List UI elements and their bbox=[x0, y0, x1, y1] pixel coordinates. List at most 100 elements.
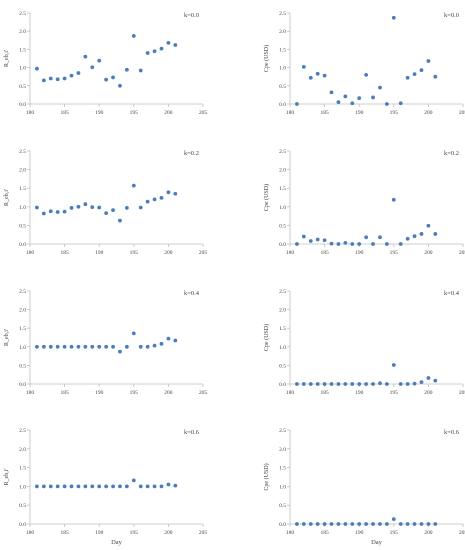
data-point bbox=[405, 75, 410, 80]
y-tick-label: 1.5 bbox=[19, 326, 26, 332]
k-annotation: k=0.6 bbox=[444, 429, 460, 436]
data-point bbox=[97, 58, 102, 63]
y-tick-label: 0.0 bbox=[279, 382, 286, 388]
y-tick-label: 0.0 bbox=[279, 522, 286, 528]
x-tick-label: 205 bbox=[459, 110, 465, 116]
y-tick-label: 0.5 bbox=[279, 363, 286, 369]
k-annotation: k=0.4 bbox=[184, 290, 200, 297]
data-point bbox=[412, 381, 417, 386]
data-point bbox=[76, 204, 81, 209]
x-tick-label: 205 bbox=[199, 530, 208, 536]
data-point bbox=[391, 197, 396, 202]
y-tick-label: 0.5 bbox=[19, 84, 26, 90]
data-point bbox=[111, 208, 115, 213]
data-point bbox=[104, 484, 109, 489]
data-point bbox=[62, 209, 67, 214]
x-tick-label: 195 bbox=[390, 390, 399, 396]
x-tick-label: 185 bbox=[60, 250, 69, 256]
data-point bbox=[97, 205, 102, 210]
y-tick-label: 2.0 bbox=[19, 308, 26, 314]
y-tick-label: 2.5 bbox=[279, 149, 286, 155]
y-axis-title: Cpe (USD) bbox=[263, 463, 270, 490]
data-point bbox=[336, 242, 341, 246]
y-tick-label: 1.0 bbox=[279, 484, 286, 490]
data-point bbox=[138, 68, 143, 73]
x-tick-label: 185 bbox=[320, 390, 329, 396]
y-axis-title: R_eb,i' bbox=[4, 469, 10, 486]
data-point bbox=[41, 484, 46, 489]
data-point bbox=[131, 478, 136, 483]
data-point bbox=[104, 344, 109, 349]
x-tick-label: 185 bbox=[320, 250, 329, 256]
x-tick-label: 205 bbox=[199, 390, 208, 396]
data-point bbox=[412, 72, 417, 77]
data-point bbox=[159, 341, 164, 346]
x-tick-label: 195 bbox=[130, 530, 139, 536]
x-tick-label: 180 bbox=[26, 250, 35, 256]
data-point bbox=[378, 235, 382, 240]
data-point bbox=[83, 202, 88, 207]
y-axis-title: R_eb,i' bbox=[4, 329, 10, 346]
data-point bbox=[378, 85, 382, 90]
data-point bbox=[55, 344, 60, 349]
x-tick-label: 200 bbox=[424, 390, 433, 396]
data-point bbox=[364, 522, 369, 526]
x-tick-label: 190 bbox=[95, 530, 104, 536]
data-point bbox=[173, 191, 178, 196]
data-point bbox=[426, 522, 431, 526]
k-annotation: k=0.4 bbox=[444, 290, 460, 297]
data-point bbox=[405, 382, 410, 386]
data-point bbox=[426, 376, 431, 380]
x-axis-title: Day bbox=[371, 539, 383, 546]
data-point bbox=[69, 484, 74, 489]
y-tick-label: 2.0 bbox=[279, 168, 286, 174]
data-point bbox=[159, 484, 164, 489]
data-point bbox=[62, 344, 67, 349]
data-point bbox=[111, 75, 115, 80]
data-point bbox=[336, 522, 341, 526]
y-tick-label: 2.0 bbox=[279, 29, 286, 35]
data-point bbox=[97, 344, 102, 349]
scatter-panel-2: 0.0 0.5 1.0 1.5 2.0 2.5 180 185 190 195 200 205 R_eb… bbox=[4, 149, 207, 256]
y-tick-label: 0.0 bbox=[19, 102, 26, 108]
k-annotation: k=0.0 bbox=[184, 12, 199, 19]
data-point bbox=[426, 223, 431, 228]
data-point bbox=[35, 66, 39, 71]
y-tick-label: 1.0 bbox=[279, 205, 286, 211]
data-point bbox=[152, 49, 157, 54]
data-point bbox=[118, 83, 122, 88]
data-point bbox=[41, 344, 46, 349]
data-point bbox=[48, 344, 53, 349]
data-point bbox=[55, 210, 60, 214]
x-tick-label: 205 bbox=[459, 530, 465, 536]
x-tick-label: 190 bbox=[355, 250, 364, 256]
data-point bbox=[145, 199, 150, 204]
data-point bbox=[378, 381, 382, 386]
data-point bbox=[426, 59, 431, 63]
k-annotation: k=0.0 bbox=[444, 12, 459, 19]
data-point bbox=[433, 522, 438, 526]
y-tick-label: 2.0 bbox=[19, 168, 26, 174]
data-point bbox=[322, 73, 327, 78]
y-tick-label: 2.5 bbox=[19, 149, 26, 155]
data-point bbox=[322, 522, 327, 526]
x-tick-label: 200 bbox=[424, 530, 433, 536]
data-point bbox=[152, 197, 157, 202]
data-point bbox=[41, 211, 46, 216]
data-point bbox=[118, 349, 122, 354]
data-point bbox=[90, 484, 95, 489]
x-tick-label: 180 bbox=[286, 250, 295, 256]
data-point bbox=[350, 101, 355, 106]
data-point bbox=[83, 484, 88, 489]
data-point bbox=[76, 71, 81, 75]
x-tick-label: 200 bbox=[164, 530, 173, 536]
data-point bbox=[301, 522, 306, 526]
data-point bbox=[384, 382, 389, 386]
y-tick-label: 1.5 bbox=[19, 186, 26, 192]
data-point bbox=[76, 484, 81, 489]
data-point bbox=[69, 73, 74, 78]
y-tick-label: 0.5 bbox=[19, 223, 26, 229]
x-tick-label: 195 bbox=[130, 390, 139, 396]
y-tick-label: 2.0 bbox=[279, 308, 286, 314]
y-tick-label: 1.5 bbox=[19, 47, 26, 53]
